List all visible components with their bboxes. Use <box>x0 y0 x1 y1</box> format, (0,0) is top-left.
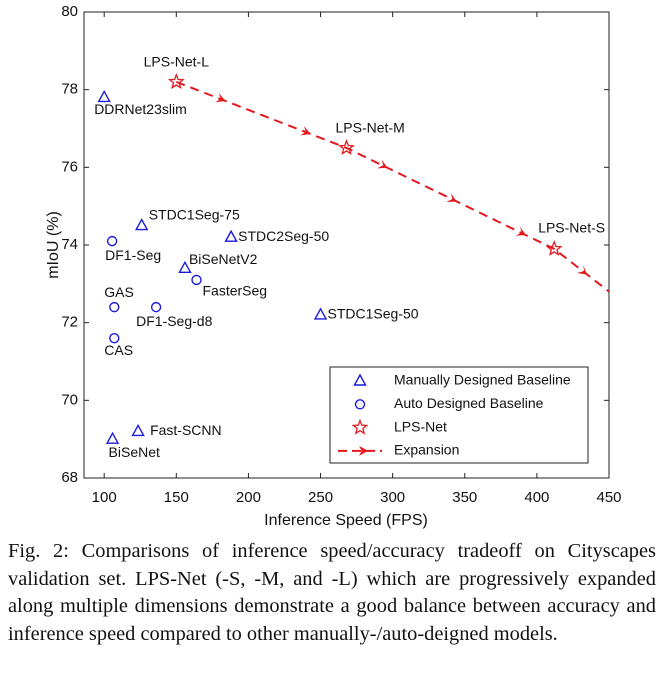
star-marker <box>351 418 369 435</box>
arrow-head <box>576 265 588 275</box>
triangle-marker <box>97 89 111 103</box>
legend-label: Expansion <box>394 442 459 458</box>
x-tick-label: 200 <box>236 489 261 506</box>
point-label: Fast-SCNN <box>150 422 222 438</box>
point-label: DF1-Seg-d8 <box>136 313 212 329</box>
y-tick-label: 70 <box>61 391 78 408</box>
point-label: LPS-Net-S <box>538 220 605 236</box>
y-tick-label: 68 <box>61 469 78 486</box>
arrow-head <box>446 193 457 203</box>
y-tick-label: 80 <box>61 3 78 20</box>
circle-marker <box>191 274 202 286</box>
point-label: FasterSeg <box>203 283 268 299</box>
caption: Fig. 2: Comparisons of inference speed/a… <box>8 538 656 648</box>
x-tick-label: 450 <box>596 489 621 506</box>
y-tick-label: 78 <box>61 81 78 98</box>
y-tick-label: 76 <box>61 158 78 175</box>
point-label: CAS <box>104 342 133 358</box>
chart: Inference Speed (FPS) mIoU (%) 100 150 200… <box>45 3 621 529</box>
arrow-head <box>377 159 388 169</box>
circle-marker <box>106 235 118 247</box>
star-marker <box>338 139 355 156</box>
arrow-head <box>300 126 311 136</box>
point-label: BiSeNet <box>109 444 160 460</box>
x-axis-title: Inference Speed (FPS) <box>264 512 428 529</box>
series: DDRNet23slim STDC1Seg-75 STDC2Seg-50 BiSeNe… <box>94 89 419 460</box>
x-tick-label: 150 <box>164 489 189 506</box>
circle-marker <box>354 399 366 410</box>
x-tick-label: 300 <box>380 489 405 506</box>
point-label: STDC2Seg-50 <box>238 228 329 244</box>
series <box>175 80 610 293</box>
triangle-marker <box>353 373 367 386</box>
point-label: GAS <box>104 284 134 300</box>
legend-label: LPS-Net <box>394 418 447 434</box>
expansion-line <box>175 80 610 293</box>
legend-label: Manually Designed Baseline <box>394 372 571 388</box>
point-label: LPS-Net-L <box>144 54 210 70</box>
y-axis-title: mIoU (%) <box>45 211 62 279</box>
point-label: STDC1Seg-50 <box>328 306 419 322</box>
triangle-marker <box>224 229 238 242</box>
legend-entry: LPS-Net <box>351 418 447 435</box>
triangle-marker <box>105 431 120 444</box>
circle-marker <box>109 333 120 344</box>
arrow-head <box>359 445 368 456</box>
x-tick-label: 250 <box>308 489 333 506</box>
point-label: BiSeNetV2 <box>189 251 258 267</box>
triangle-marker <box>131 423 145 437</box>
legend-entry: Auto Designed Baseline <box>354 395 544 411</box>
arrow-head <box>215 93 226 103</box>
triangle-marker <box>135 218 149 231</box>
circle-marker <box>150 301 162 313</box>
x-tick-label: 100 <box>92 489 117 506</box>
legend-entry: Manually Designed Baseline <box>353 372 571 388</box>
point-label: DDRNet23slim <box>94 101 187 117</box>
x-tick-label: 350 <box>452 489 477 506</box>
star-marker <box>167 73 185 90</box>
y-tick-label: 74 <box>61 236 78 253</box>
point-label: DF1-Seg <box>105 247 161 263</box>
triangle-marker <box>178 260 192 273</box>
arrow-head <box>515 226 526 236</box>
legend-entry: Expansion <box>338 442 459 458</box>
legend-label: Auto Designed Baseline <box>394 395 544 411</box>
circle-marker <box>109 301 120 313</box>
x-tick-label: 400 <box>524 489 549 506</box>
triangle-marker <box>313 307 328 320</box>
point-label: STDC1Seg-75 <box>149 206 240 222</box>
caption-text: Comparisons of inference speed/accuracy … <box>8 540 656 645</box>
point-label: LPS-Net-M <box>336 120 405 136</box>
legend-box <box>329 366 589 464</box>
y-tick-label: 72 <box>61 314 78 331</box>
caption-label: Fig. 2: <box>8 540 69 562</box>
series: LPS-Net-L LPS-Net-M LPS-Net-S <box>144 54 605 256</box>
